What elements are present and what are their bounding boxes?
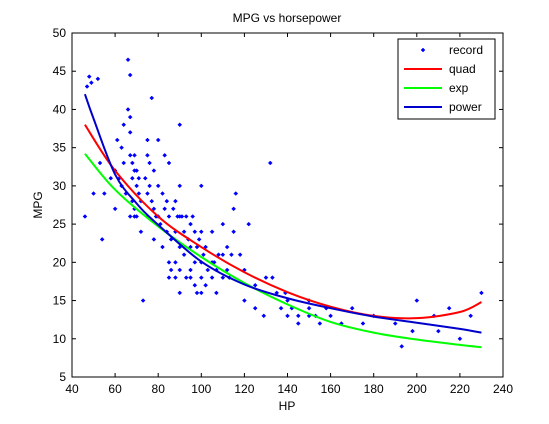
x-tick-label: 200 [407, 382, 427, 396]
x-tick-label: 160 [321, 382, 341, 396]
y-tick-label: 45 [53, 64, 67, 78]
chart-title: MPG vs horsepower [233, 11, 342, 25]
x-tick-label: 240 [493, 382, 513, 396]
y-tick-label: 15 [53, 294, 67, 308]
y-tick-label: 5 [59, 370, 66, 384]
y-tick-label: 40 [53, 102, 67, 116]
y-tick-label: 30 [53, 179, 67, 193]
x-tick-label: 180 [364, 382, 384, 396]
y-axis-label: MPG [31, 191, 45, 218]
x-tick-label: 80 [152, 382, 166, 396]
legend-label-quad: quad [449, 62, 476, 76]
x-tick-label: 140 [277, 382, 297, 396]
y-tick-label: 35 [53, 141, 67, 155]
y-tick-label: 25 [53, 217, 67, 231]
x-tick-label: 60 [108, 382, 122, 396]
legend-label-power: power [449, 100, 482, 114]
legend: record quad exp power [398, 39, 495, 119]
legend-label-exp: exp [449, 81, 469, 95]
x-tick-label: 220 [450, 382, 470, 396]
x-axis-label: HP [279, 399, 296, 413]
x-tick-label: 40 [65, 382, 79, 396]
y-tick-label: 10 [53, 332, 67, 346]
legend-label-record: record [449, 43, 483, 57]
x-tick-label: 100 [191, 382, 211, 396]
y-tick-label: 50 [53, 26, 67, 40]
y-tick-label: 20 [53, 255, 67, 269]
x-tick-label: 120 [234, 382, 254, 396]
